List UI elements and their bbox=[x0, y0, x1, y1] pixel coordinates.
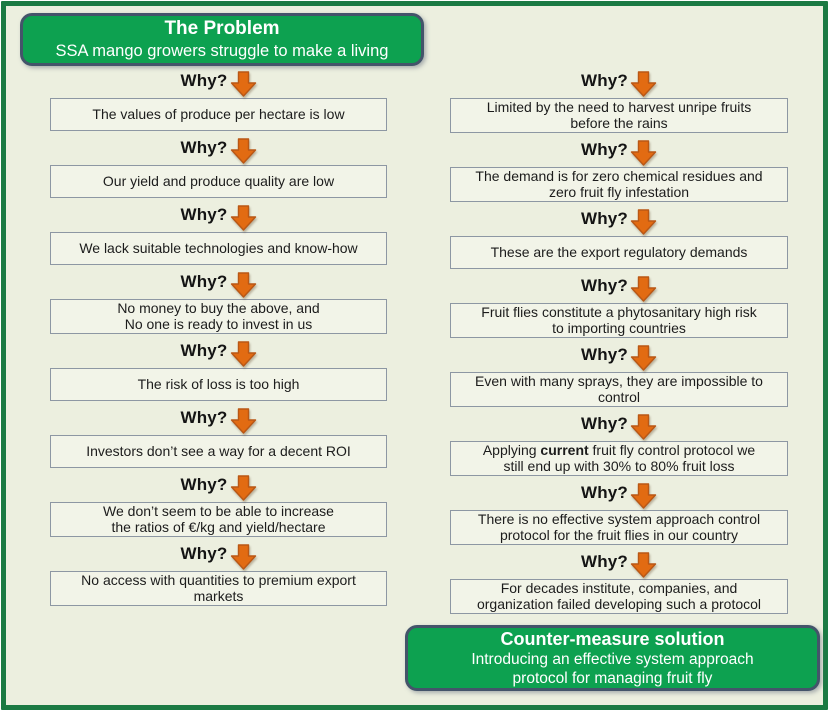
down-arrow-icon bbox=[230, 71, 257, 97]
down-arrow-icon bbox=[230, 341, 257, 367]
why-row: Why? bbox=[450, 70, 788, 94]
down-arrow-icon bbox=[630, 71, 657, 97]
counter-measure-subtitle: Introducing an effective system approach… bbox=[471, 651, 754, 687]
why-label: Why? bbox=[580, 483, 629, 502]
cause-text: The values of produce per hectare is low bbox=[92, 105, 345, 122]
cause-text: For decades institute, companies, and or… bbox=[476, 580, 762, 612]
why-label: Why? bbox=[580, 414, 629, 433]
why-row: Why? bbox=[450, 344, 788, 368]
why-row: Why? bbox=[50, 543, 387, 567]
cause-text: The demand is for zero chemical residues… bbox=[475, 168, 763, 200]
why-label: Why? bbox=[580, 209, 629, 228]
cause-text: Even with many sprays, they are impossib… bbox=[475, 373, 763, 405]
cause-text: No money to buy the above, and No one is… bbox=[117, 300, 320, 332]
cause-box: Applying current fruit fly control proto… bbox=[450, 441, 788, 476]
cause-box: No money to buy the above, and No one is… bbox=[50, 299, 387, 334]
why-row: Why? bbox=[50, 70, 387, 94]
down-arrow-icon bbox=[630, 209, 657, 235]
down-arrow-icon bbox=[630, 414, 657, 440]
why-row: Why? bbox=[50, 204, 387, 228]
problem-title: The Problem bbox=[164, 18, 280, 39]
why-column-left: Why? The values of produce per hectare i… bbox=[50, 70, 387, 612]
why-row: Why? bbox=[50, 137, 387, 161]
cause-text: Investors don’t see a way for a decent R… bbox=[86, 442, 351, 459]
down-arrow-icon bbox=[230, 544, 257, 570]
cause-text: These are the export regulatory demands bbox=[490, 243, 748, 260]
cause-box: No access with quantities to premium exp… bbox=[50, 571, 387, 606]
why-label: Why? bbox=[180, 71, 228, 90]
cause-box: The demand is for zero chemical residues… bbox=[450, 167, 788, 202]
down-arrow-icon bbox=[630, 276, 657, 302]
down-arrow-icon bbox=[630, 552, 657, 578]
cause-box: Our yield and produce quality are low bbox=[50, 165, 387, 198]
cause-text-prefix: Applying bbox=[482, 442, 541, 458]
down-arrow-icon bbox=[630, 345, 657, 371]
why-label: Why? bbox=[180, 272, 228, 291]
why-label: Why? bbox=[180, 544, 228, 563]
cause-text: Our yield and produce quality are low bbox=[102, 172, 335, 189]
why-label: Why? bbox=[580, 140, 629, 159]
why-label: Why? bbox=[180, 205, 228, 224]
problem-header-box: The Problem SSA mango growers struggle t… bbox=[20, 13, 424, 66]
cause-box: Even with many sprays, they are impossib… bbox=[450, 372, 788, 407]
why-label: Why? bbox=[180, 341, 228, 360]
cause-box: Fruit flies constitute a phytosanitary h… bbox=[450, 303, 788, 338]
cause-box: We lack suitable technologies and know-h… bbox=[50, 232, 387, 265]
counter-measure-box: Counter-measure solution Introducing an … bbox=[405, 625, 820, 691]
why-row: Why? bbox=[50, 340, 387, 364]
cause-text: The risk of loss is too high bbox=[137, 375, 300, 392]
counter-measure-title: Counter-measure solution bbox=[500, 629, 725, 649]
down-arrow-icon bbox=[230, 475, 257, 501]
cause-text-emphasis: current bbox=[540, 442, 589, 458]
cause-text: Limited by the need to harvest unripe fr… bbox=[486, 99, 752, 131]
why-label: Why? bbox=[580, 345, 629, 364]
why-row: Why? bbox=[450, 139, 788, 163]
why-row: Why? bbox=[50, 271, 387, 295]
cause-text: No access with quantities to premium exp… bbox=[81, 572, 356, 604]
cause-box: For decades institute, companies, and or… bbox=[450, 579, 788, 614]
problem-subtitle: SSA mango growers struggle to make a liv… bbox=[55, 42, 389, 60]
cause-box: The values of produce per hectare is low bbox=[50, 98, 387, 131]
why-column-right: Why? Limited by the need to harvest unri… bbox=[450, 70, 788, 620]
cause-box: Investors don’t see a way for a decent R… bbox=[50, 435, 387, 468]
why-label: Why? bbox=[180, 138, 228, 157]
cause-box: Limited by the need to harvest unripe fr… bbox=[450, 98, 788, 133]
cause-box: There is no effective system approach co… bbox=[450, 510, 788, 545]
why-label: Why? bbox=[180, 475, 228, 494]
down-arrow-icon bbox=[230, 272, 257, 298]
cause-box: These are the export regulatory demands bbox=[450, 236, 788, 269]
cause-text: We lack suitable technologies and know-h… bbox=[79, 239, 358, 256]
why-label: Why? bbox=[580, 552, 629, 571]
why-row: Why? bbox=[450, 413, 788, 437]
cause-text: There is no effective system approach co… bbox=[477, 511, 761, 543]
why-row: Why? bbox=[450, 208, 788, 232]
down-arrow-icon bbox=[630, 483, 657, 509]
cause-text: We don’t seem to be able to increase the… bbox=[103, 503, 334, 535]
why-row: Why? bbox=[450, 482, 788, 506]
why-row: Why? bbox=[450, 551, 788, 575]
cause-text: Applying current fruit fly control proto… bbox=[482, 442, 756, 474]
why-label: Why? bbox=[580, 71, 629, 90]
why-row: Why? bbox=[50, 407, 387, 431]
down-arrow-icon bbox=[230, 138, 257, 164]
down-arrow-icon bbox=[630, 140, 657, 166]
down-arrow-icon bbox=[230, 408, 257, 434]
why-row: Why? bbox=[450, 275, 788, 299]
why-row: Why? bbox=[50, 474, 387, 498]
cause-box: We don’t seem to be able to increase the… bbox=[50, 502, 387, 537]
why-label: Why? bbox=[180, 408, 228, 427]
cause-text: Fruit flies constitute a phytosanitary h… bbox=[481, 304, 757, 336]
why-label: Why? bbox=[580, 276, 629, 295]
cause-text-suffix: fruit fly control protocol we still end … bbox=[503, 442, 756, 474]
down-arrow-icon bbox=[230, 205, 257, 231]
cause-box: The risk of loss is too high bbox=[50, 368, 387, 401]
